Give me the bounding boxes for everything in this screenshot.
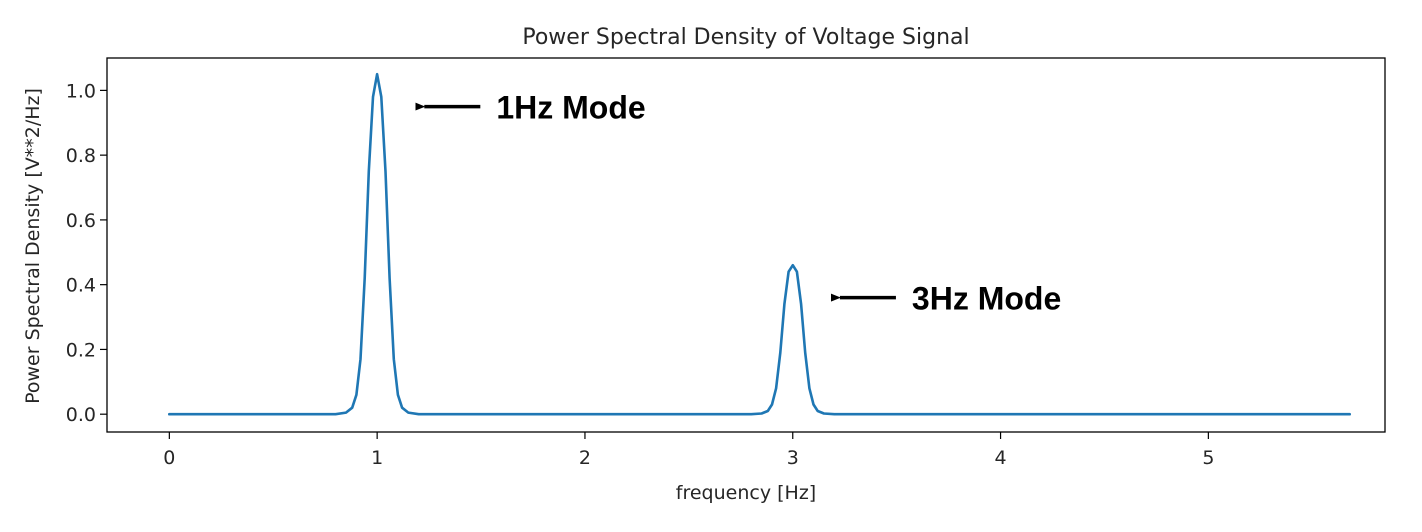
y-tick-label: 0.2 bbox=[66, 339, 96, 361]
series-line-0 bbox=[168, 72, 1351, 416]
x-tick-label: 1 bbox=[371, 447, 383, 469]
x-tick-label: 5 bbox=[1202, 447, 1214, 469]
x-tick-label: 3 bbox=[787, 447, 799, 469]
y-axis-label: Power Spectral Density [V**2/Hz] bbox=[22, 88, 44, 404]
plot-area: 0 1 2 3 4 5 0.0 0.2 0.4 0.6 0.8 1.0 1Hz Mode 3Hz Mode bbox=[66, 57, 1386, 469]
y-tick-label: 0.8 bbox=[66, 145, 96, 167]
annotation-label: 3Hz Mode bbox=[912, 281, 1061, 317]
annotation-label: 1Hz Mode bbox=[496, 90, 645, 126]
x-axis-label: frequency [Hz] bbox=[676, 482, 816, 504]
y-tick-label: 0.4 bbox=[66, 275, 96, 297]
x-tick-label: 4 bbox=[995, 447, 1007, 469]
plot-frame bbox=[106, 57, 1386, 433]
y-tick-label: 0.0 bbox=[66, 404, 96, 426]
chart-title: Power Spectral Density of Voltage Signal bbox=[522, 25, 969, 50]
x-tick-label: 0 bbox=[163, 447, 175, 469]
y-tick-label: 1.0 bbox=[66, 80, 96, 102]
x-tick-label: 2 bbox=[579, 447, 591, 469]
y-tick-label: 0.6 bbox=[66, 210, 96, 232]
